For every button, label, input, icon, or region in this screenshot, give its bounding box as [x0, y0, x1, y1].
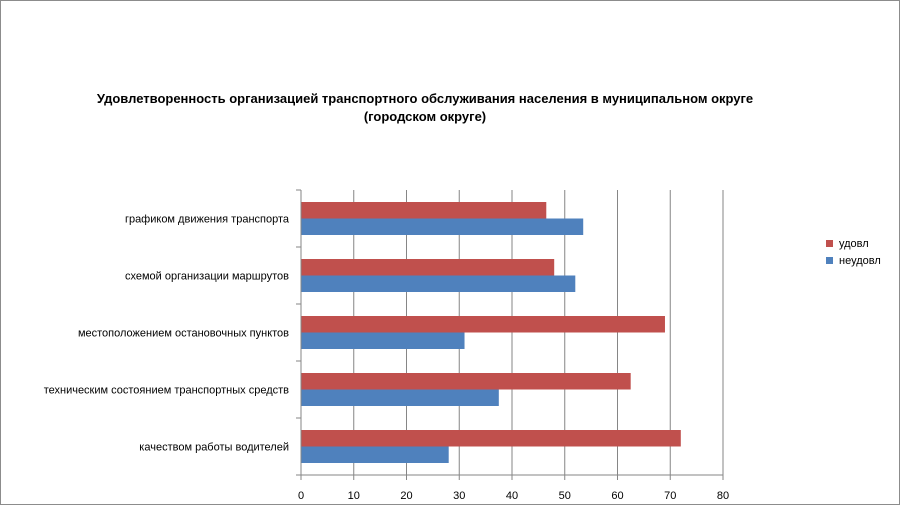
bars	[301, 202, 681, 463]
category-label: схемой организации маршрутов	[125, 271, 289, 283]
x-tick-label: 80	[717, 490, 729, 502]
x-tick-label: 0	[298, 490, 304, 502]
bar-udovl	[301, 316, 665, 333]
bar-neudovl	[301, 446, 449, 463]
x-tick-label: 60	[611, 490, 623, 502]
legend-swatch	[826, 240, 833, 247]
category-labels: графиком движения транспорта схемой орган…	[44, 214, 290, 454]
legend-label: неудовл	[839, 255, 881, 267]
x-tick-label: 10	[348, 490, 360, 502]
x-tick-label: 30	[453, 490, 465, 502]
bar-udovl	[301, 202, 547, 219]
category-label: качеством работы водителей	[139, 442, 289, 454]
axes	[296, 189, 724, 480]
bar-udovl	[301, 259, 555, 276]
x-tick-label: 40	[506, 490, 518, 502]
bar-neudovl	[301, 218, 584, 235]
bar-neudovl	[301, 389, 499, 406]
chart-title-line-1: Удовлетворенность организацией транспорт…	[97, 91, 753, 106]
chart-title: Удовлетворенность организацией транспорт…	[97, 91, 753, 124]
bar-udovl	[301, 373, 631, 390]
legend-label: удовл	[839, 238, 869, 250]
legend-swatch	[826, 257, 833, 264]
x-tick-label: 20	[400, 490, 412, 502]
bar-neudovl	[301, 275, 576, 292]
category-label: графиком движения транспорта	[125, 214, 290, 226]
legend: удовл неудовл	[826, 238, 881, 267]
category-label: техническим состоянием транспортных сред…	[44, 385, 289, 397]
tick-labels: 0 10 20 30 40 50 60 70 80	[298, 490, 729, 502]
x-tick-label: 70	[664, 490, 676, 502]
x-tick-label: 50	[559, 490, 571, 502]
chart-title-line-2: (городском округе)	[364, 109, 486, 124]
bar-neudovl	[301, 332, 465, 349]
bar-udovl	[301, 430, 681, 447]
category-label: местоположением остановочных пунктов	[78, 328, 289, 340]
